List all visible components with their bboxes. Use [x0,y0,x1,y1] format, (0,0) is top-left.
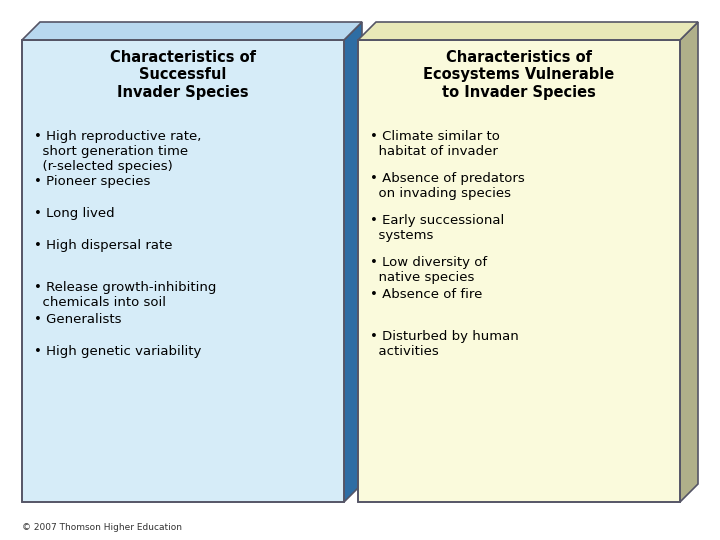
Bar [358,40,680,502]
Text: • Disturbed by human
  activities: • Disturbed by human activities [370,330,518,358]
Text: • Generalists: • Generalists [34,313,122,326]
Text: • Release growth-inhibiting
  chemicals into soil: • Release growth-inhibiting chemicals in… [34,281,217,309]
Text: • Pioneer species: • Pioneer species [34,175,150,188]
Bar [22,40,344,502]
Polygon shape [680,22,698,502]
Polygon shape [344,22,362,502]
Text: Characteristics of
Successful
Invader Species: Characteristics of Successful Invader Sp… [110,50,256,100]
Bar [22,40,344,502]
Text: • Absence of predators
  on invading species: • Absence of predators on invading speci… [370,172,525,200]
Polygon shape [358,22,698,40]
Text: • High reproductive rate,
  short generation time
  (r-selected species): • High reproductive rate, short generati… [34,130,202,173]
Text: • Long lived: • Long lived [34,207,114,220]
Text: • Low diversity of
  native species: • Low diversity of native species [370,256,487,284]
Text: • Early successional
  systems: • Early successional systems [370,214,504,242]
Text: © 2007 Thomson Higher Education: © 2007 Thomson Higher Education [22,523,182,532]
Text: Characteristics of
Ecosystems Vulnerable
to Invader Species: Characteristics of Ecosystems Vulnerable… [423,50,615,100]
Text: • Absence of fire: • Absence of fire [370,288,482,301]
Text: • Climate similar to
  habitat of invader: • Climate similar to habitat of invader [370,130,500,158]
Polygon shape [22,22,362,40]
Text: • High genetic variability: • High genetic variability [34,345,202,358]
Text: • High dispersal rate: • High dispersal rate [34,239,173,252]
Bar [358,40,680,502]
